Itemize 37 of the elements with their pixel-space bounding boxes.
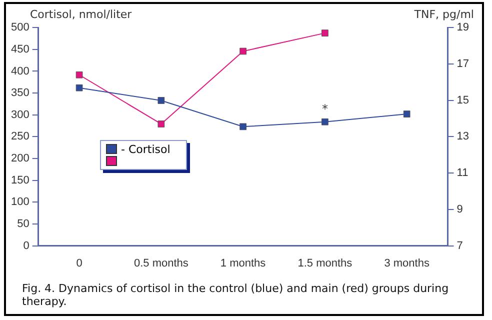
x-tick-label: 0.5 months — [134, 257, 189, 270]
y2-tick-label: 13 — [456, 130, 470, 143]
y2-tick-label: 15 — [456, 94, 470, 106]
point — [76, 84, 83, 92]
point — [240, 48, 246, 55]
y2-axis-title: TNF, pg/ml — [414, 8, 474, 21]
point — [322, 30, 328, 36]
y2-tick-label: 17 — [456, 58, 470, 70]
point — [322, 118, 328, 126]
x-tick-label: 1.5 months — [298, 257, 353, 270]
y2-tick-label: 7 — [456, 240, 463, 252]
y-tick-label: 500 — [10, 22, 30, 34]
x-tick-label: 0 — [76, 257, 82, 270]
y-tick-label: 100 — [10, 196, 30, 208]
y2-tick-label: 11 — [456, 167, 468, 180]
caption: Fig. 4. Dynamics of cortisol in the control (blue) and main (red) groups during therapy. — [22, 282, 450, 308]
y2-tick-label: 9 — [456, 203, 463, 216]
point — [158, 97, 165, 104]
point — [76, 71, 83, 78]
y-tick-label: 150 — [10, 174, 30, 186]
y-tick-label: 400 — [10, 65, 30, 78]
point — [403, 110, 410, 118]
y-tick-label: 250 — [10, 130, 30, 143]
legend-label: - Cortisol — [121, 142, 170, 156]
y-tick-label: 350 — [10, 87, 30, 100]
x-tick-label: 1 months — [220, 257, 266, 270]
x-tick-label: 3 months — [384, 257, 430, 270]
y-tick-label: 450 — [10, 43, 30, 56]
y-tick-label: 50 — [17, 218, 30, 230]
annotation: * — [322, 102, 328, 116]
y2-tick-label: 19 — [456, 22, 470, 34]
point — [240, 123, 246, 130]
y-tick-label: 0 — [23, 240, 30, 252]
y-axis-title: Cortisol, nmol/liter — [30, 8, 132, 21]
point — [158, 120, 165, 128]
y-tick-label: 200 — [10, 152, 30, 165]
y-tick-label: 300 — [10, 108, 30, 121]
